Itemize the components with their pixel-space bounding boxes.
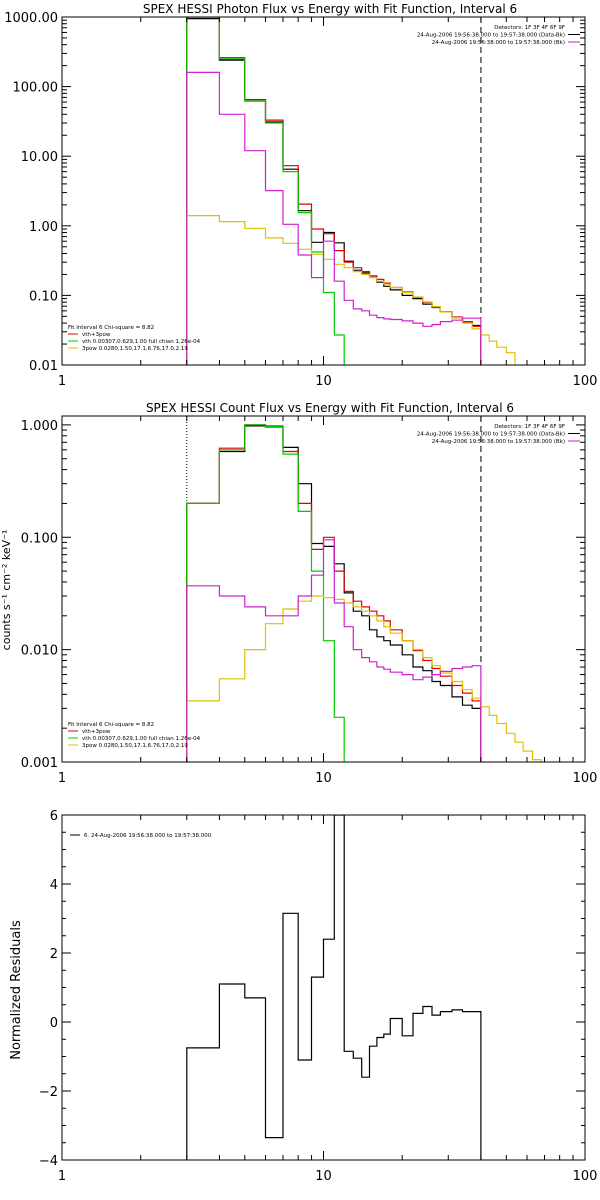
panel-title: SPEX HESSI Photon Flux vs Energy with Fi… xyxy=(143,2,517,16)
legend-entry: vth 0.00307,0.629,1.00 full chian 1.26e-… xyxy=(82,736,201,742)
y-tick-label: 2 xyxy=(50,947,58,962)
y-tick-label: 0.10 xyxy=(29,289,58,304)
y-tick-label: 100.00 xyxy=(13,81,59,96)
legend-entry: Fit Interval 6 Chi-square = 8.82 xyxy=(68,722,154,728)
legend-entry: 24-Aug-2006 19:56:38.000 to 19:57:38.000… xyxy=(432,40,565,46)
y-tick-label: 10.00 xyxy=(21,150,58,165)
series-6-24-aug-2006-19-56-38-000-to-19-57-38-000 xyxy=(186,815,482,1160)
y-tick-label: 6 xyxy=(50,809,58,824)
series-3pow xyxy=(186,215,516,365)
y-tick-label: 0.100 xyxy=(21,531,58,546)
y-tick-label: 0.010 xyxy=(21,644,58,659)
y-tick-label: 0.001 xyxy=(21,756,58,771)
x-tick-label: 100 xyxy=(573,374,598,389)
x-tick-label: 1 xyxy=(58,1169,66,1184)
legend-entry: 3pow 0.0280,1.50,17.1,6.76,17.0,2.19 xyxy=(82,743,188,749)
y-tick-label: 1.00 xyxy=(29,220,58,235)
y-axis-label: Normalized Residuals xyxy=(9,920,24,1060)
legend-entry: Detectors: 1F 3F 4F 6F 9F xyxy=(494,424,565,430)
x-tick-label: 10 xyxy=(315,374,332,389)
series-bk xyxy=(186,71,482,365)
legend-entry: vth+3pow xyxy=(82,332,111,338)
y-tick-label: 1.000 xyxy=(21,419,58,434)
y-tick-label: 4 xyxy=(50,878,58,893)
legend-entry: 24-Aug-2006 19:56:38.000 to 19:57:38.000… xyxy=(417,432,565,438)
legend-entry: Fit Interval 6 Chi-square = 8.82 xyxy=(68,325,154,331)
x-tick-label: 100 xyxy=(573,771,598,786)
y-tick-label: −4 xyxy=(39,1154,58,1169)
series-bk xyxy=(186,539,482,762)
legend-entry: vth 0.00307,0.629,1.00 full chian 1.26e-… xyxy=(82,339,201,345)
y-tick-label: 1000.00 xyxy=(4,11,58,26)
y-tick-label: −2 xyxy=(39,1085,58,1100)
x-tick-label: 10 xyxy=(315,771,332,786)
series-3pow xyxy=(186,595,542,762)
y-tick-label: 0.01 xyxy=(29,359,58,374)
legend-entry: 3pow 0.0280,1.50,17.1,6.76,17.0,2.19 xyxy=(82,346,188,352)
count-flux-panel: SPEX HESSI Count Flux vs Energy with Fit… xyxy=(0,401,598,786)
x-tick-label: 1 xyxy=(58,374,66,389)
x-tick-label: 1 xyxy=(58,771,66,786)
series-vth xyxy=(186,17,345,365)
legend-entry: vth+3pow xyxy=(82,729,111,735)
legend-entry: Detectors: 1F 3F 4F 6F 9F xyxy=(494,25,565,31)
y-axis-label: counts s⁻¹ cm⁻² keV⁻¹ xyxy=(0,530,13,651)
panel-title: SPEX HESSI Count Flux vs Energy with Fit… xyxy=(146,401,514,415)
plot-frame xyxy=(61,814,586,1161)
x-tick-label: 100 xyxy=(573,1169,598,1184)
legend-entry: 24-Aug-2006 19:56:38.000 to 19:57:38.000… xyxy=(417,33,565,39)
legend-entry: 24-Aug-2006 19:56:38.000 to 19:57:38.000… xyxy=(432,439,565,445)
series-vth xyxy=(186,424,345,762)
y-tick-label: 0 xyxy=(50,1016,58,1031)
residuals-panel: Normalized Residuals 1 10 100 −4 −2 0 2 4 6 6. 24… xyxy=(9,809,597,1184)
x-tick-label: 10 xyxy=(315,1169,332,1184)
photon-flux-panel: SPEX HESSI Photon Flux vs Energy with Fi… xyxy=(4,2,597,389)
legend-entry: 6. 24-Aug-2006 19:56:38.000 to 19:57:38.… xyxy=(84,833,212,839)
plot-frame xyxy=(61,16,586,366)
